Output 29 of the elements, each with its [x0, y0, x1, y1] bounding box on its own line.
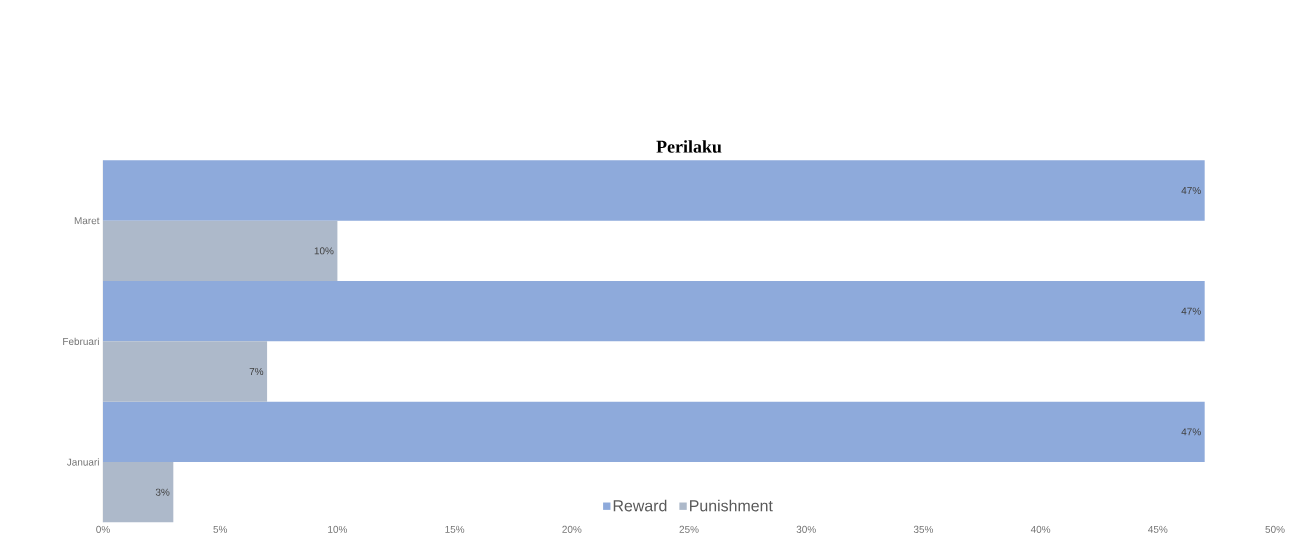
y-tick-label: Februari — [63, 337, 99, 345]
y-tick-label: Januari — [66, 458, 99, 466]
bar — [103, 220, 338, 281]
x-tick-label: 45% — [1148, 525, 1168, 533]
x-tick-label: 15% — [445, 525, 465, 533]
x-tick-label: 20% — [562, 525, 582, 533]
y-tick-label: Maret — [74, 217, 100, 225]
data-label: 47% — [1181, 187, 1201, 194]
x-tick-label: 5% — [213, 525, 228, 533]
data-label: 3% — [155, 488, 170, 496]
x-tick-label: 40% — [1030, 525, 1051, 533]
x-tick-label: 35% — [913, 525, 934, 533]
legend-label: Punishment — [690, 499, 773, 512]
chart-title: Perilaku — [656, 140, 722, 153]
data-label: 7% — [249, 368, 264, 375]
bar — [103, 462, 174, 523]
data-label: 10% — [314, 247, 334, 255]
bar — [103, 401, 1205, 462]
bar — [103, 160, 1205, 221]
x-tick-label: 25% — [679, 525, 699, 533]
data-label: 47% — [1181, 307, 1201, 315]
data-label: 47% — [1181, 428, 1201, 436]
bar — [103, 281, 1205, 342]
x-tick-label: 0% — [96, 525, 110, 533]
legend-label: Reward — [613, 499, 667, 512]
x-tick-label: 30% — [796, 525, 816, 533]
x-tick-label: 50% — [1265, 525, 1285, 533]
bar — [103, 341, 268, 402]
x-tick-label: 10% — [328, 525, 348, 533]
